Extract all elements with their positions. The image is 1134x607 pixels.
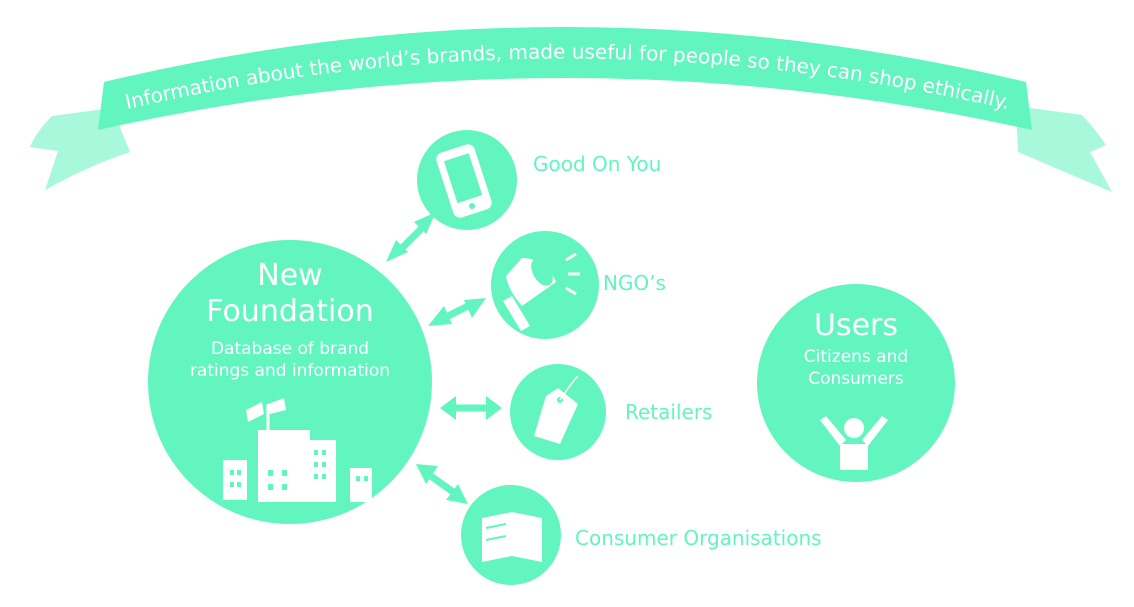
city-buildings-flag-icon [223, 398, 372, 502]
megaphone-icon [503, 252, 580, 331]
person-arms-raised-icon [820, 416, 888, 470]
foundation-subtitle: Database of brand ratings and informatio… [189, 339, 391, 381]
users-subtitle: Citizens and Consumers [803, 347, 909, 389]
smartphone-icon [436, 144, 492, 218]
partner-label-ngos: NGO’s [603, 271, 666, 295]
ribbon-banner [98, 27, 1032, 130]
partner-label-good-on-you: Good On You [533, 152, 662, 176]
arrow-foundation-good-on-you [386, 212, 436, 262]
users-node [757, 284, 955, 482]
arrow-foundation-consumer-orgs [416, 464, 468, 504]
ribbon-tail-left [30, 108, 130, 190]
arrow-foundation-ngos [428, 298, 486, 326]
users-title: Users [813, 308, 898, 343]
foundation-node [148, 240, 432, 524]
foundation-title: New Foundation [206, 258, 374, 329]
ribbon-tail-right [1016, 106, 1112, 192]
flag-banner-icon [482, 512, 542, 562]
price-tag-icon [534, 375, 579, 444]
partner-label-consumer-orgs: Consumer Organisations [575, 526, 822, 550]
arrow-foundation-retailers [440, 396, 502, 420]
partner-label-retailers: Retailers [625, 400, 713, 424]
